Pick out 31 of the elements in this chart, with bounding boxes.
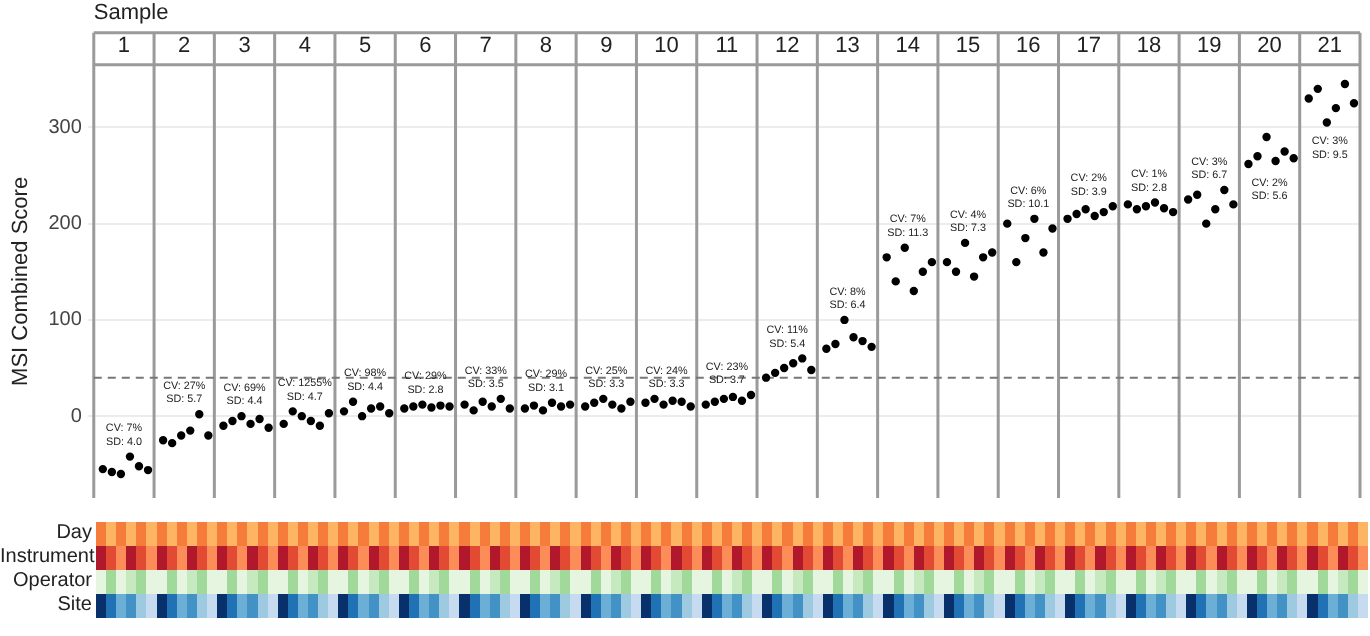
text: Operator: [11, 570, 92, 594]
x-tick-label: 1: [117, 33, 131, 58]
x-tick-label: 16: [1016, 33, 1041, 58]
x-tick-label: 9: [600, 33, 613, 58]
y-tick-label: 0: [70, 405, 83, 428]
text: Instrument: [0, 546, 95, 570]
x-tick-label: 18: [1136, 33, 1162, 58]
x-tick-label: 17: [1076, 33, 1101, 58]
x-tick-label: 4: [298, 33, 311, 58]
x-tick-label: 8: [539, 33, 553, 58]
x-tick-label: 12: [774, 33, 800, 58]
x-tick-label: 20: [1257, 33, 1282, 58]
y-tick-label: 200: [48, 213, 83, 236]
x-axis-title: Sample: [93, 1, 169, 26]
x-tick-label: 3: [238, 33, 251, 58]
x-tick-label: 2: [178, 33, 191, 58]
text: Site: [55, 594, 92, 618]
x-tick-label: 7: [479, 33, 492, 58]
x-tick-label: 6: [419, 33, 432, 58]
x-tick-label: 5: [358, 33, 372, 58]
y-tick-label: 100: [48, 309, 83, 332]
y-tick-label: 300: [48, 116, 83, 139]
x-tick-label: 14: [895, 33, 921, 58]
x-tick-label: 15: [955, 33, 981, 58]
x-tick-label: 11: [715, 33, 739, 58]
y-axis-title: MSI Combined Score: [9, 176, 34, 386]
text: Day: [54, 522, 92, 546]
x-tick-label: 13: [835, 33, 860, 58]
x-tick-label: 10: [654, 33, 679, 58]
x-tick-label: 19: [1197, 33, 1222, 58]
x-tick-label: 21: [1317, 33, 1343, 58]
